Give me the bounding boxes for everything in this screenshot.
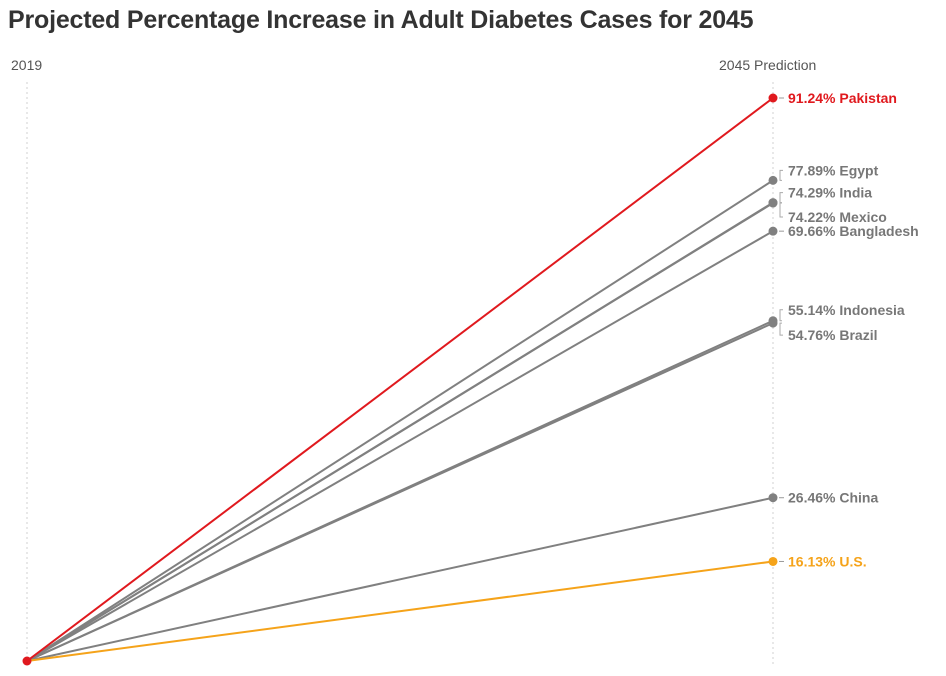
lines-group: [22, 93, 778, 666]
chart-title: Projected Percentage Increase in Adult D…: [8, 6, 754, 34]
series-line-mexico: [26, 202, 774, 662]
series-line-u-s: [26, 560, 774, 662]
leader-india: [779, 192, 783, 204]
end-point-brazil: [768, 318, 778, 328]
end-point-bangladesh: [768, 226, 778, 236]
series-line-pakistan: [26, 97, 774, 662]
end-point-egypt: [768, 175, 778, 185]
series-line-egypt: [26, 179, 774, 662]
leader-egypt: [779, 169, 783, 181]
data-label-u-s: 16.13% U.S.: [788, 553, 867, 569]
data-label-mexico: 74.22% Mexico: [788, 209, 887, 225]
x-label-start: 2019: [11, 57, 43, 73]
axes-group: [26, 82, 774, 666]
data-label-india: 74.29% India: [788, 185, 872, 201]
data-label-bangladesh: 69.66% Bangladesh: [788, 223, 919, 239]
data-label-pakistan: 91.24% Pakistan: [788, 90, 897, 106]
series-line-bangladesh: [26, 230, 774, 662]
leader-mexico: [779, 202, 783, 218]
end-point-u-s: [768, 556, 778, 566]
end-point-mexico: [768, 198, 778, 208]
end-point-pakistan: [768, 93, 778, 103]
leader-indonesia: [779, 309, 783, 322]
series-line-china: [26, 496, 774, 662]
labels-group: 91.24% Pakistan 77.89% Egypt 74.29% India 7…: [779, 90, 919, 569]
data-label-indonesia: 55.14% Indonesia: [788, 302, 905, 318]
end-point-china: [768, 493, 778, 503]
series-line-brazil: [26, 322, 774, 662]
data-label-china: 26.46% China: [788, 490, 878, 506]
leader-brazil: [779, 322, 783, 336]
start-point: [22, 656, 32, 666]
data-label-brazil: 54.76% Brazil: [788, 327, 878, 343]
data-label-egypt: 77.89% Egypt: [788, 162, 879, 178]
x-label-end: 2045 Prediction: [719, 57, 817, 73]
